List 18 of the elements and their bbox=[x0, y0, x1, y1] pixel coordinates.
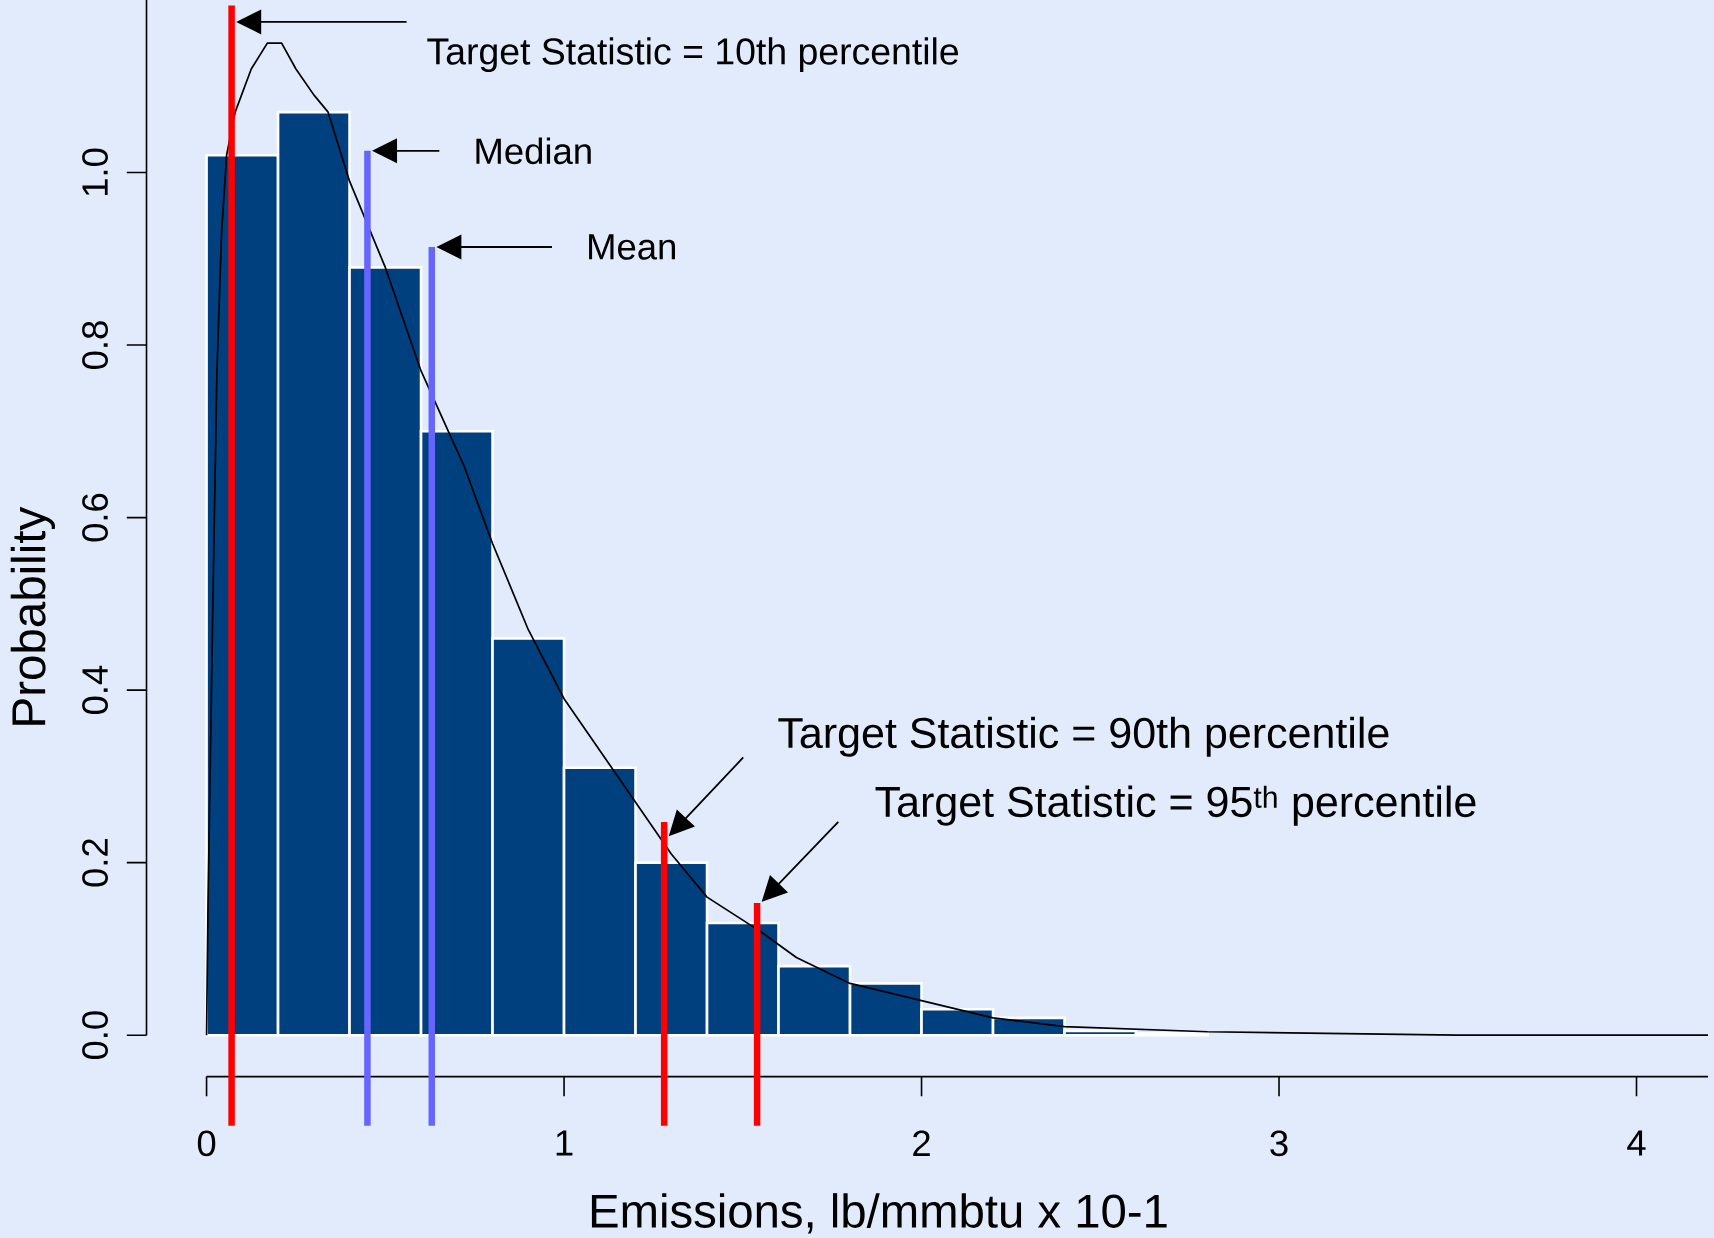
y-tick-label: 0.6 bbox=[82, 493, 108, 542]
x-tick-label: 1 bbox=[556, 1130, 573, 1156]
y-axis-title: Probability bbox=[10, 506, 56, 725]
y-tick-label: 0.4 bbox=[82, 665, 108, 715]
y-tick-label: 0.2 bbox=[82, 839, 108, 887]
y-tick-label: 0.8 bbox=[82, 321, 108, 369]
annotation: Target Statistic = 90th percentile bbox=[778, 716, 1389, 757]
x-axis-title: Emissions, lb/mmbtu x 10-1 bbox=[591, 1193, 1167, 1234]
annotation: Target Statistic = 95$^{th}$ percentile bbox=[875, 785, 1476, 826]
annotation: Target Statistic = 10th percentile bbox=[427, 37, 958, 73]
y-tick-label: 1.0 bbox=[82, 148, 108, 196]
x-tick-label: 4 bbox=[1627, 1130, 1646, 1156]
x-tick-label: 2 bbox=[913, 1130, 930, 1156]
x-tick-label: 3 bbox=[1270, 1130, 1288, 1157]
annotation: Median bbox=[476, 137, 591, 165]
y-tick-label: 0.0 bbox=[82, 1011, 108, 1060]
x-tick-label: 0 bbox=[197, 1130, 216, 1157]
annotation: Mean bbox=[589, 234, 675, 260]
